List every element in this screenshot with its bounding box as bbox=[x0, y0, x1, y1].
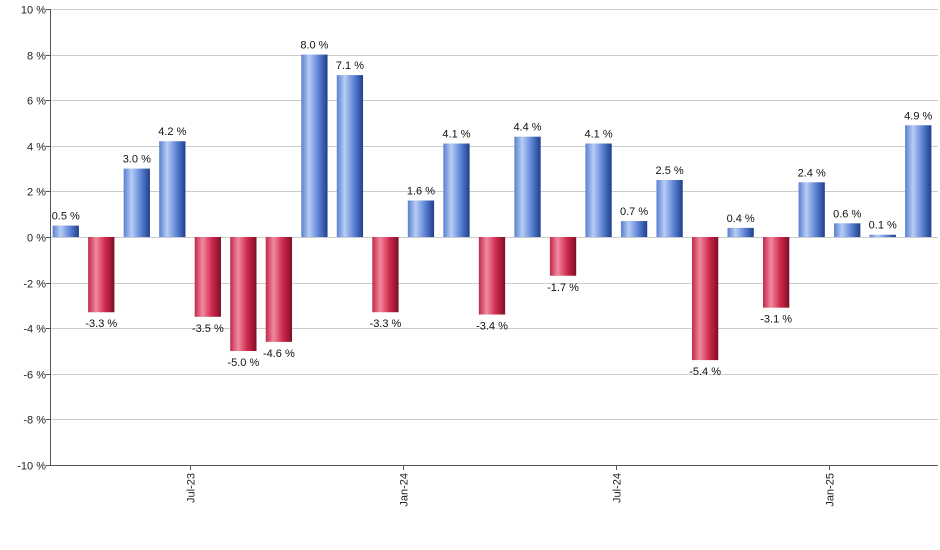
bar bbox=[656, 180, 683, 237]
data-label: 7.1 % bbox=[336, 60, 364, 72]
bar bbox=[514, 136, 541, 237]
bar bbox=[834, 223, 861, 237]
bar bbox=[585, 143, 612, 237]
data-label: 8.0 % bbox=[300, 40, 328, 52]
y-tick-label: 10 % bbox=[21, 5, 46, 17]
bar bbox=[407, 200, 435, 237]
data-label: -5.0 % bbox=[227, 357, 259, 369]
y-tick-label: -2 % bbox=[23, 279, 46, 291]
y-tick-label: 6 % bbox=[27, 96, 46, 108]
x-tick-label: Jan-24 bbox=[399, 473, 411, 507]
data-label: 1.6 % bbox=[407, 186, 435, 198]
data-label: -5.4 % bbox=[689, 366, 721, 378]
bar bbox=[336, 75, 364, 238]
data-label: 0.1 % bbox=[869, 220, 897, 232]
data-label: -1.7 % bbox=[547, 282, 579, 294]
bar bbox=[159, 141, 186, 237]
data-label: 3.0 % bbox=[123, 154, 151, 166]
x-tick-label: Jul-24 bbox=[612, 473, 624, 503]
data-label: 0.7 % bbox=[620, 206, 648, 218]
y-tick-label: 8 % bbox=[27, 51, 46, 63]
data-label: 4.9 % bbox=[904, 110, 932, 122]
bar bbox=[478, 237, 506, 315]
bar bbox=[727, 227, 754, 237]
y-tick-label: -6 % bbox=[23, 370, 46, 382]
data-label: 0.4 % bbox=[727, 213, 755, 225]
y-tick-label: 0 % bbox=[27, 233, 46, 245]
bar bbox=[265, 237, 293, 342]
data-label: 4.1 % bbox=[442, 129, 470, 141]
y-tick-label: -10 % bbox=[17, 461, 46, 473]
y-tick-label: -8 % bbox=[23, 415, 46, 427]
bar bbox=[443, 143, 470, 237]
bar bbox=[372, 237, 399, 313]
data-label: -3.1 % bbox=[760, 314, 792, 326]
data-label: 4.2 % bbox=[158, 126, 186, 138]
data-label: 4.1 % bbox=[584, 129, 612, 141]
bar bbox=[52, 225, 79, 237]
bar bbox=[763, 237, 790, 308]
y-tick-label: -4 % bbox=[23, 324, 46, 336]
data-label: 2.4 % bbox=[798, 167, 826, 179]
data-label: -3.3 % bbox=[85, 318, 117, 330]
x-tick-label: Jan-25 bbox=[825, 473, 837, 507]
data-label: 2.5 % bbox=[656, 165, 684, 177]
bar bbox=[691, 237, 719, 361]
bar bbox=[798, 182, 825, 237]
bar bbox=[88, 237, 115, 313]
bar bbox=[194, 237, 221, 317]
data-label: 0.5 % bbox=[52, 211, 80, 223]
data-label: -3.5 % bbox=[192, 323, 224, 335]
data-label: -4.6 % bbox=[263, 348, 295, 360]
y-tick-label: 2 % bbox=[27, 187, 46, 199]
bar bbox=[123, 168, 150, 237]
bar bbox=[230, 237, 257, 351]
data-label: -3.4 % bbox=[476, 321, 508, 333]
bar bbox=[301, 54, 328, 237]
y-tick-label: 4 % bbox=[27, 142, 46, 154]
bar bbox=[869, 234, 896, 237]
data-label: 4.4 % bbox=[513, 122, 541, 134]
data-label: 0.6 % bbox=[833, 208, 861, 220]
bar bbox=[549, 237, 577, 276]
data-label: -3.3 % bbox=[370, 318, 402, 330]
x-tick-label: Jul-23 bbox=[186, 473, 198, 503]
bar bbox=[905, 125, 932, 237]
bar bbox=[620, 221, 648, 237]
